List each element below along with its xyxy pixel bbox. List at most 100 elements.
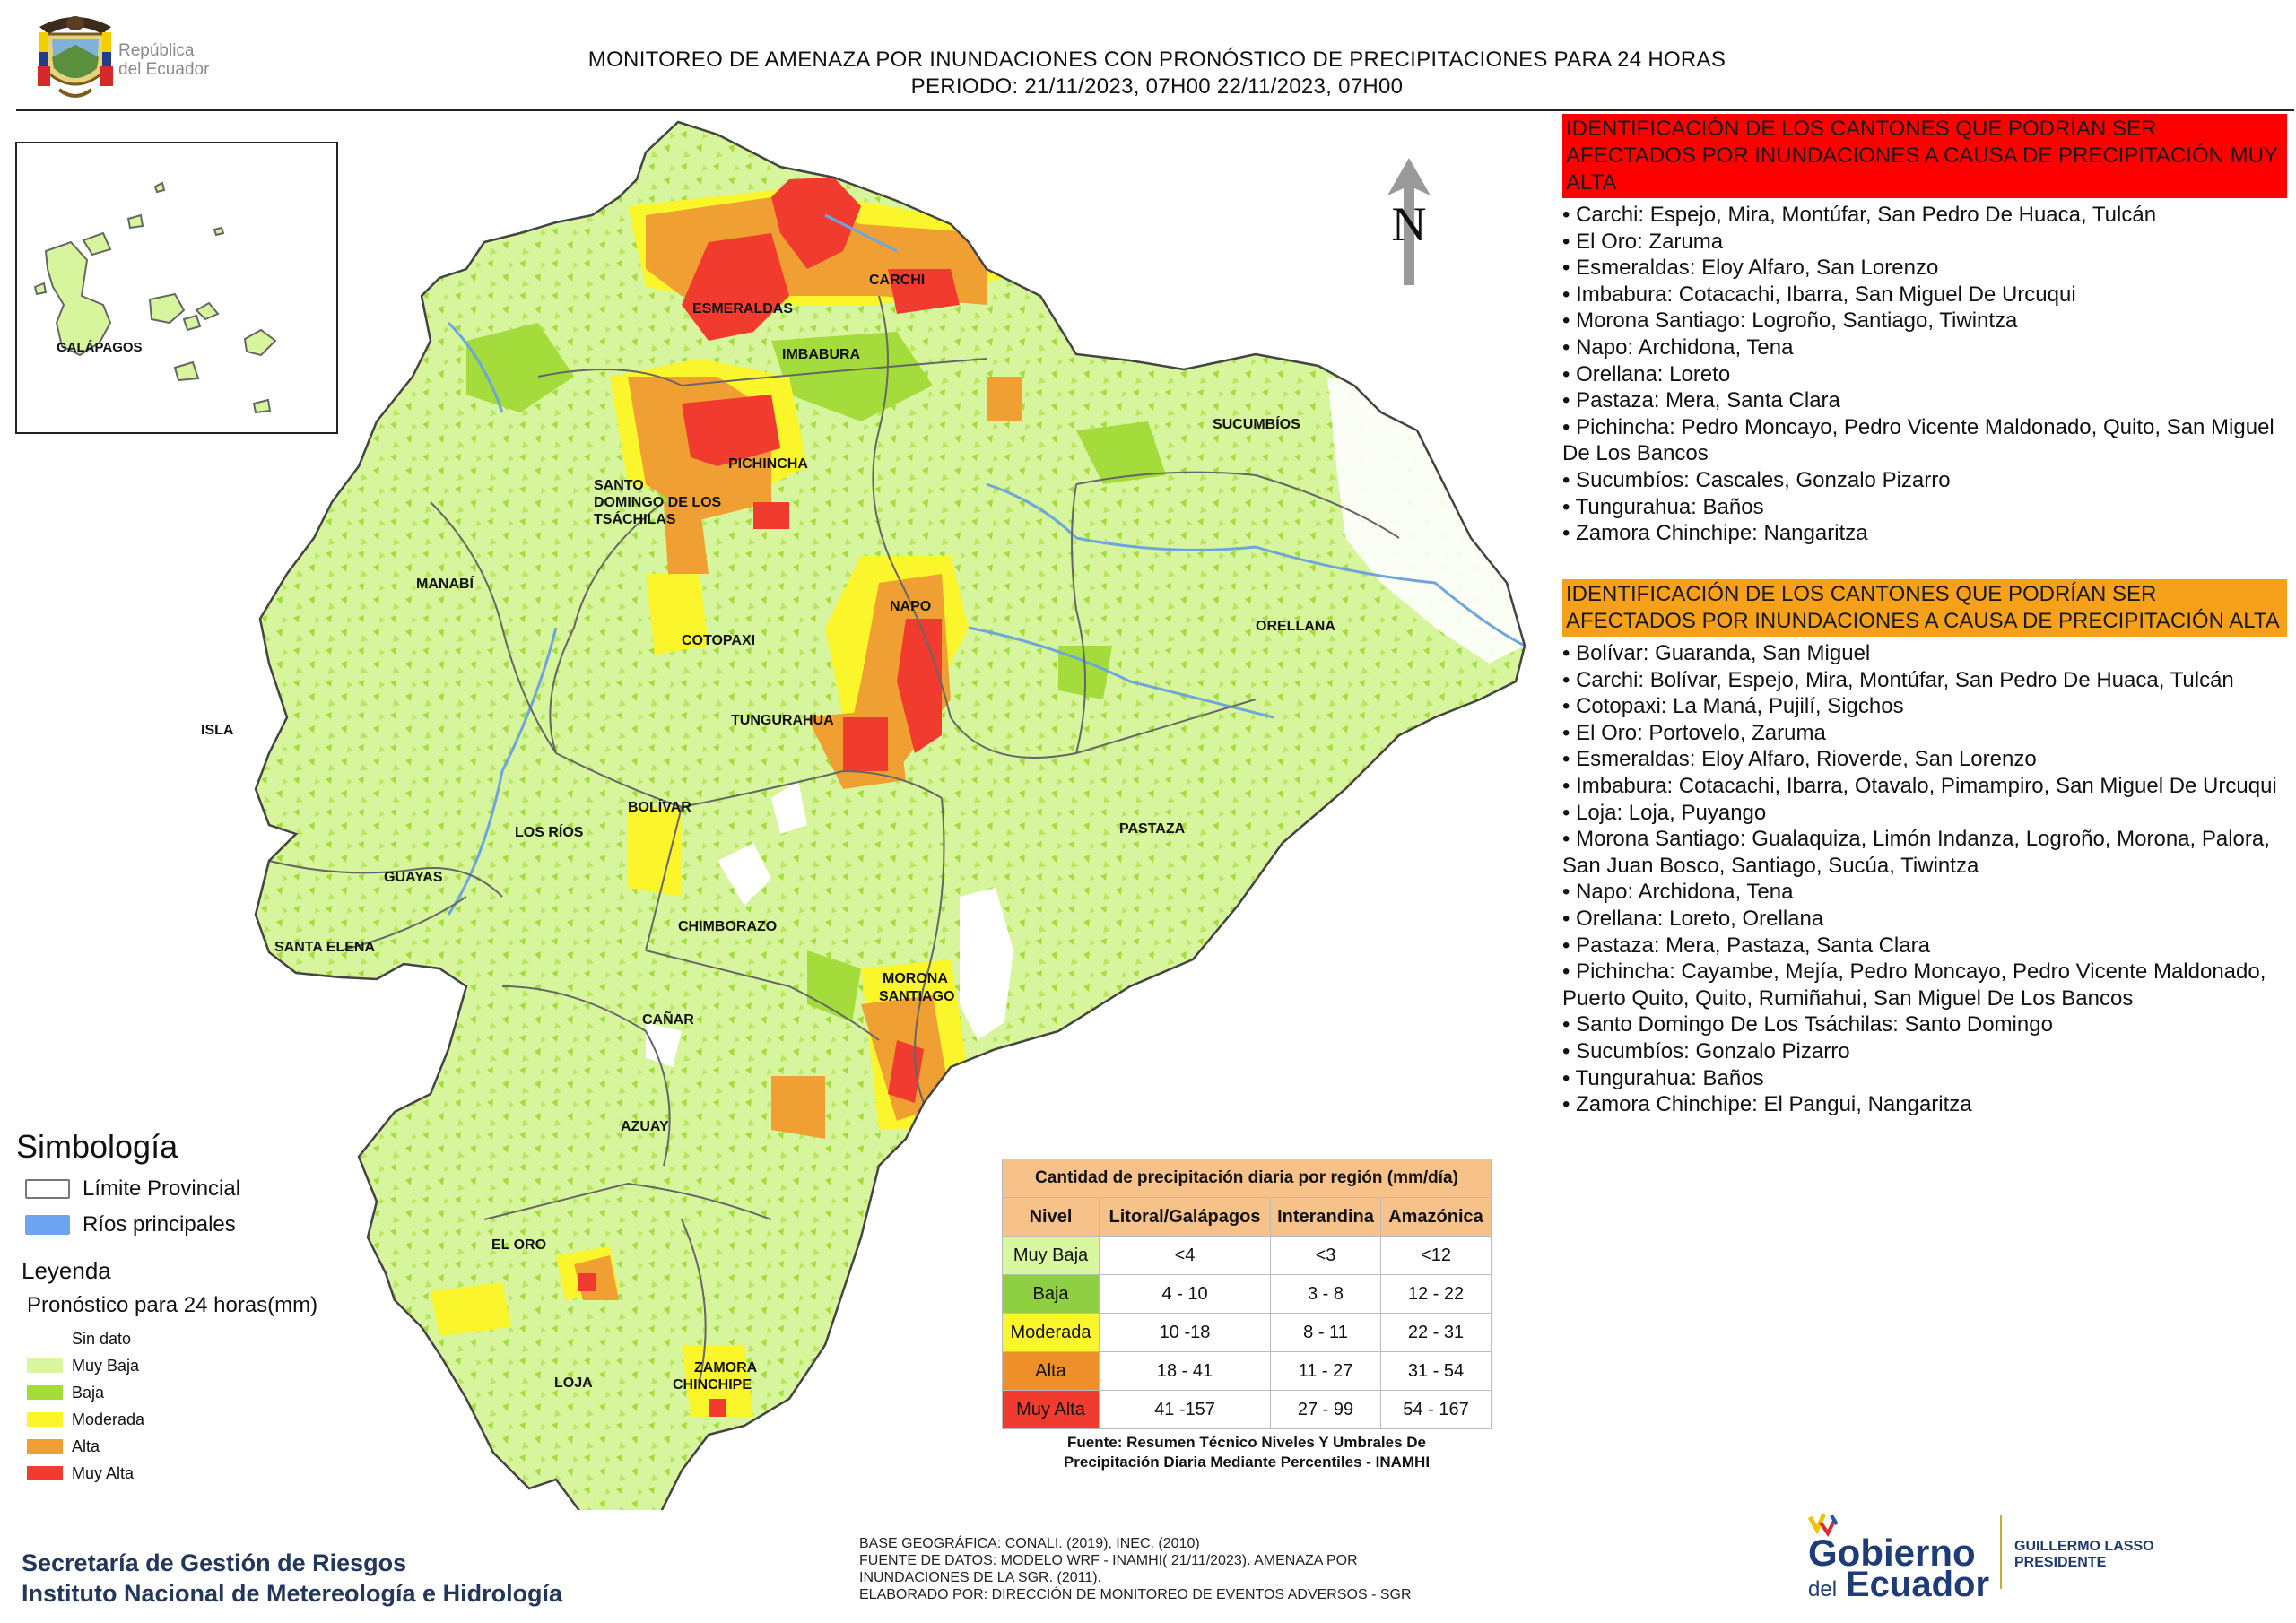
label-los-rios: LOS RÍOS [515, 823, 584, 840]
map-title: MONITOREO DE AMENAZA POR INUNDACIONES CO… [296, 47, 2018, 100]
president-name: GUILLERMO LASSO [2014, 1539, 2154, 1554]
cell-litoral: 41 -157 [1099, 1390, 1271, 1429]
president-credit: GUILLERMO LASSO PRESIDENTE [2014, 1539, 2154, 1571]
canton-list-item: • Bolívar: Guaranda, San Miguel [1562, 641, 1871, 665]
canton-list-item: • Pichincha: Cayambe, Mejía, Pedro Monca… [1562, 959, 2266, 1011]
cell-nivel: Moderada [1002, 1313, 1100, 1352]
label-canar: CAÑAR [642, 1010, 694, 1028]
cell-amazonica: 31 - 54 [1380, 1351, 1492, 1391]
no-data-area-east [1327, 377, 1525, 664]
isabela-island [44, 240, 112, 357]
label-zamora-2: CHINCHIPE [673, 1377, 752, 1393]
label-santa-elena: SANTA ELENA [274, 940, 375, 955]
canton-list-item: • Sucumbíos: Gonzalo Pizarro [1562, 1038, 1850, 1063]
canton-list-item: • Pichincha: Pedro Moncayo, Pedro Vicent… [1562, 414, 2274, 466]
label-manabi: MANABÍ [416, 575, 474, 592]
header-litoral: Litoral/Galápagos [1099, 1197, 1271, 1237]
north-arrow: N [1387, 158, 1431, 285]
cell-nivel: Alta [1002, 1351, 1100, 1391]
label-chimborazo: CHIMBORAZO [678, 919, 777, 934]
coat-of-arms-logo [32, 7, 118, 106]
label-orellana: ORELLANA [1256, 619, 1335, 634]
canton-list-item: • Zamora Chinchipe: El Pangui, Nangaritz… [1562, 1092, 1972, 1117]
sgr-line2: Instituto Nacional de Metereología e Hid… [22, 1580, 563, 1607]
rios-swatch [25, 1215, 70, 1235]
legend-item: Moderada [27, 1406, 144, 1433]
label-bolivar: BOLÍVAR [628, 798, 691, 815]
legend-label: Sin dato [72, 1329, 132, 1348]
canton-list-item: • El Oro: Portovelo, Zaruma [1562, 720, 1826, 745]
canton-list-item: • Tungurahua: Baños [1562, 1065, 1764, 1090]
ecuador-word: Ecuador [1846, 1565, 1989, 1600]
cell-nivel: Muy Alta [1002, 1390, 1100, 1429]
header-divider [16, 109, 2294, 111]
sgr-line1: Secretaría de Gestión de Riesgos [22, 1549, 407, 1576]
legend-swatch [27, 1412, 63, 1427]
simbologia-title: Simbología [16, 1128, 178, 1165]
rivers [447, 213, 1526, 916]
table-row: Baja 4 - 10 3 - 8 12 - 22 [1002, 1274, 1492, 1314]
legend-item: Baja [27, 1379, 144, 1406]
legend-label: Muy Alta [72, 1463, 135, 1482]
canton-list-item: • Sucumbíos: Cascales, Gonzalo Pizarro [1562, 467, 1951, 492]
cell-interandina: <3 [1270, 1236, 1381, 1275]
galapagos-inset: GALÁPAGOS [15, 142, 338, 434]
republica-line1: República [118, 41, 195, 60]
label-pastaza: PASTAZA [1119, 821, 1186, 837]
canton-list-item: • Carchi: Bolívar, Espejo, Mira, Montúfa… [1562, 667, 2234, 692]
base-line2: FUENTE DE DATOS: MODELO WRF - INAMHI( 21… [859, 1553, 1358, 1568]
label-santo-domingo-2: DOMINGO DE LOS [594, 495, 722, 510]
canton-list-item: • Pastaza: Mera, Santa Clara [1562, 388, 1840, 413]
logo-divider [2000, 1515, 2002, 1589]
label-galapagos: GALÁPAGOS [57, 340, 143, 355]
base-line4: ELABORADO POR: DIRECCIÓN DE MONITOREO DE… [859, 1587, 1412, 1602]
label-napo: NAPO [890, 599, 931, 614]
sgr-credit: Secretaría de Gestión de Riesgos Institu… [22, 1548, 562, 1609]
legend-label: Alta [72, 1436, 100, 1455]
no-data-area-south [960, 888, 1013, 1040]
canton-list-item: • Esmeraldas: Eloy Alfaro, Rioverde, San… [1562, 747, 2037, 772]
canton-list-item: • Santo Domingo De Los Tsáchilas: Santo … [1562, 1012, 2053, 1037]
alta-heading: IDENTIFICACIÓN DE LOS CANTONES QUE PODRÍ… [1562, 579, 2287, 637]
canton-list-item: • Cotopaxi: La Maná, Pujilí, Sigchos [1562, 694, 1904, 719]
table-row: Moderada 10 -18 8 - 11 22 - 31 [1002, 1313, 1492, 1352]
cell-amazonica: 54 - 167 [1380, 1390, 1492, 1429]
republica-text: República del Ecuador [118, 41, 209, 79]
cell-interandina: 3 - 8 [1270, 1274, 1381, 1314]
base-line3: INUNDACIONES DE LA SGR. (2011). [859, 1570, 1101, 1585]
cell-interandina: 8 - 11 [1270, 1313, 1381, 1352]
legend-items: Sin dato Muy Baja Baja Moderada Alta Muy Alta [27, 1325, 144, 1487]
table-row: Muy Alta 41 -157 27 - 99 54 - 167 [1002, 1390, 1492, 1429]
canton-list-item: • Esmeraldas: Eloy Alfaro, San Lorenzo [1562, 256, 1939, 281]
fuente-line1: Fuente: Resumen Técnico Niveles Y Umbral… [1067, 1434, 1426, 1451]
cell-interandina: 27 - 99 [1270, 1390, 1381, 1429]
legend-item: Sin dato [27, 1325, 144, 1352]
header-interandina: Interandina [1270, 1197, 1381, 1237]
canton-list-item: • Zamora Chinchipe: Nangaritza [1562, 521, 1868, 546]
label-guayas: GUAYAS [384, 870, 443, 885]
leyenda-title: Leyenda [22, 1257, 111, 1284]
cell-amazonica: 12 - 22 [1380, 1274, 1492, 1314]
legend-swatch [27, 1332, 63, 1346]
header-amazonica: Amazónica [1380, 1197, 1492, 1237]
cell-nivel: Muy Baja [1002, 1236, 1100, 1275]
alta-list: • Bolívar: Guaranda, San Miguel • Carchi:… [1562, 640, 2287, 1118]
legend-swatch [27, 1385, 63, 1400]
table-row: Muy Baja <4 <3 <12 [1002, 1236, 1492, 1275]
canton-list-item: • Morona Santiago: Logroño, Santiago, Ti… [1562, 308, 2018, 334]
legend-item: Muy Baja [27, 1352, 144, 1379]
title-line1: MONITOREO DE AMENAZA POR INUNDACIONES CO… [587, 48, 1726, 72]
north-label: N [1392, 197, 1427, 251]
legend-item: Alta [27, 1433, 144, 1460]
province-borders [268, 295, 1400, 1382]
base-line1: BASE GEOGRÁFICA: CONALI. (2019), INEC. (… [859, 1536, 1200, 1551]
cell-amazonica: <12 [1380, 1236, 1492, 1275]
canton-list-item: • Orellana: Loreto [1562, 361, 1731, 386]
label-tungurahua: TUNGURAHUA [731, 713, 834, 728]
canton-list-item: • Pastaza: Mera, Pastaza, Santa Clara [1562, 933, 1930, 958]
label-el-oro: EL ORO [491, 1237, 546, 1253]
canton-list-item: • Loja: Loja, Puyango [1562, 800, 1767, 825]
canton-list-item: • Carchi: Espejo, Mira, Montúfar, San Pe… [1562, 203, 2157, 227]
label-santo-domingo-3: TSÁCHILAS [594, 510, 676, 527]
canton-list-item: • Imbabura: Cotacachi, Ibarra, Otavalo, … [1562, 773, 2277, 798]
